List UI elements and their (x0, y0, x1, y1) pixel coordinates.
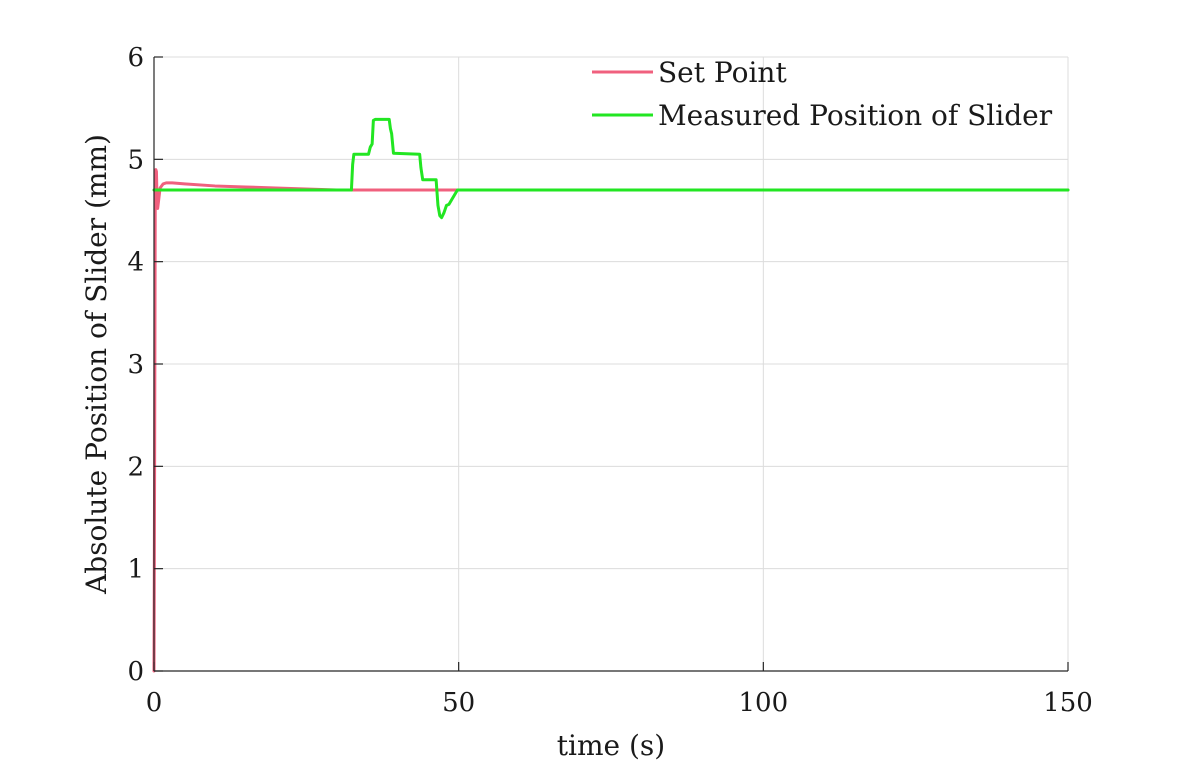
legend-label: Measured Position of Slider (658, 99, 1053, 132)
x-tick-label: 150 (1043, 688, 1093, 718)
legend: Set Point Measured Position of Slider (592, 56, 1053, 132)
y-axis-title: Absolute Position of Slider (mm) (80, 134, 113, 595)
series-layer (152, 117, 1070, 673)
y-tick-label: 3 (127, 350, 144, 380)
y-tick-label: 4 (127, 248, 144, 278)
y-tick-label: 2 (127, 452, 144, 482)
x-tick-label: 100 (739, 688, 789, 718)
tick-labels: 0 50 100 150 0 1 2 3 4 5 6 (127, 43, 1092, 718)
y-tick-label: 1 (127, 555, 144, 585)
x-tick-label: 0 (146, 688, 163, 718)
x-axis-title: time (s) (557, 729, 665, 762)
x-tick-label: 50 (442, 688, 475, 718)
y-tick-label: 0 (127, 657, 144, 687)
series-line-measured-position (152, 117, 1070, 220)
legend-label: Set Point (658, 56, 787, 89)
y-tick-label: 5 (127, 145, 144, 175)
y-tick-label: 6 (127, 43, 144, 73)
axes (153, 56, 1069, 672)
